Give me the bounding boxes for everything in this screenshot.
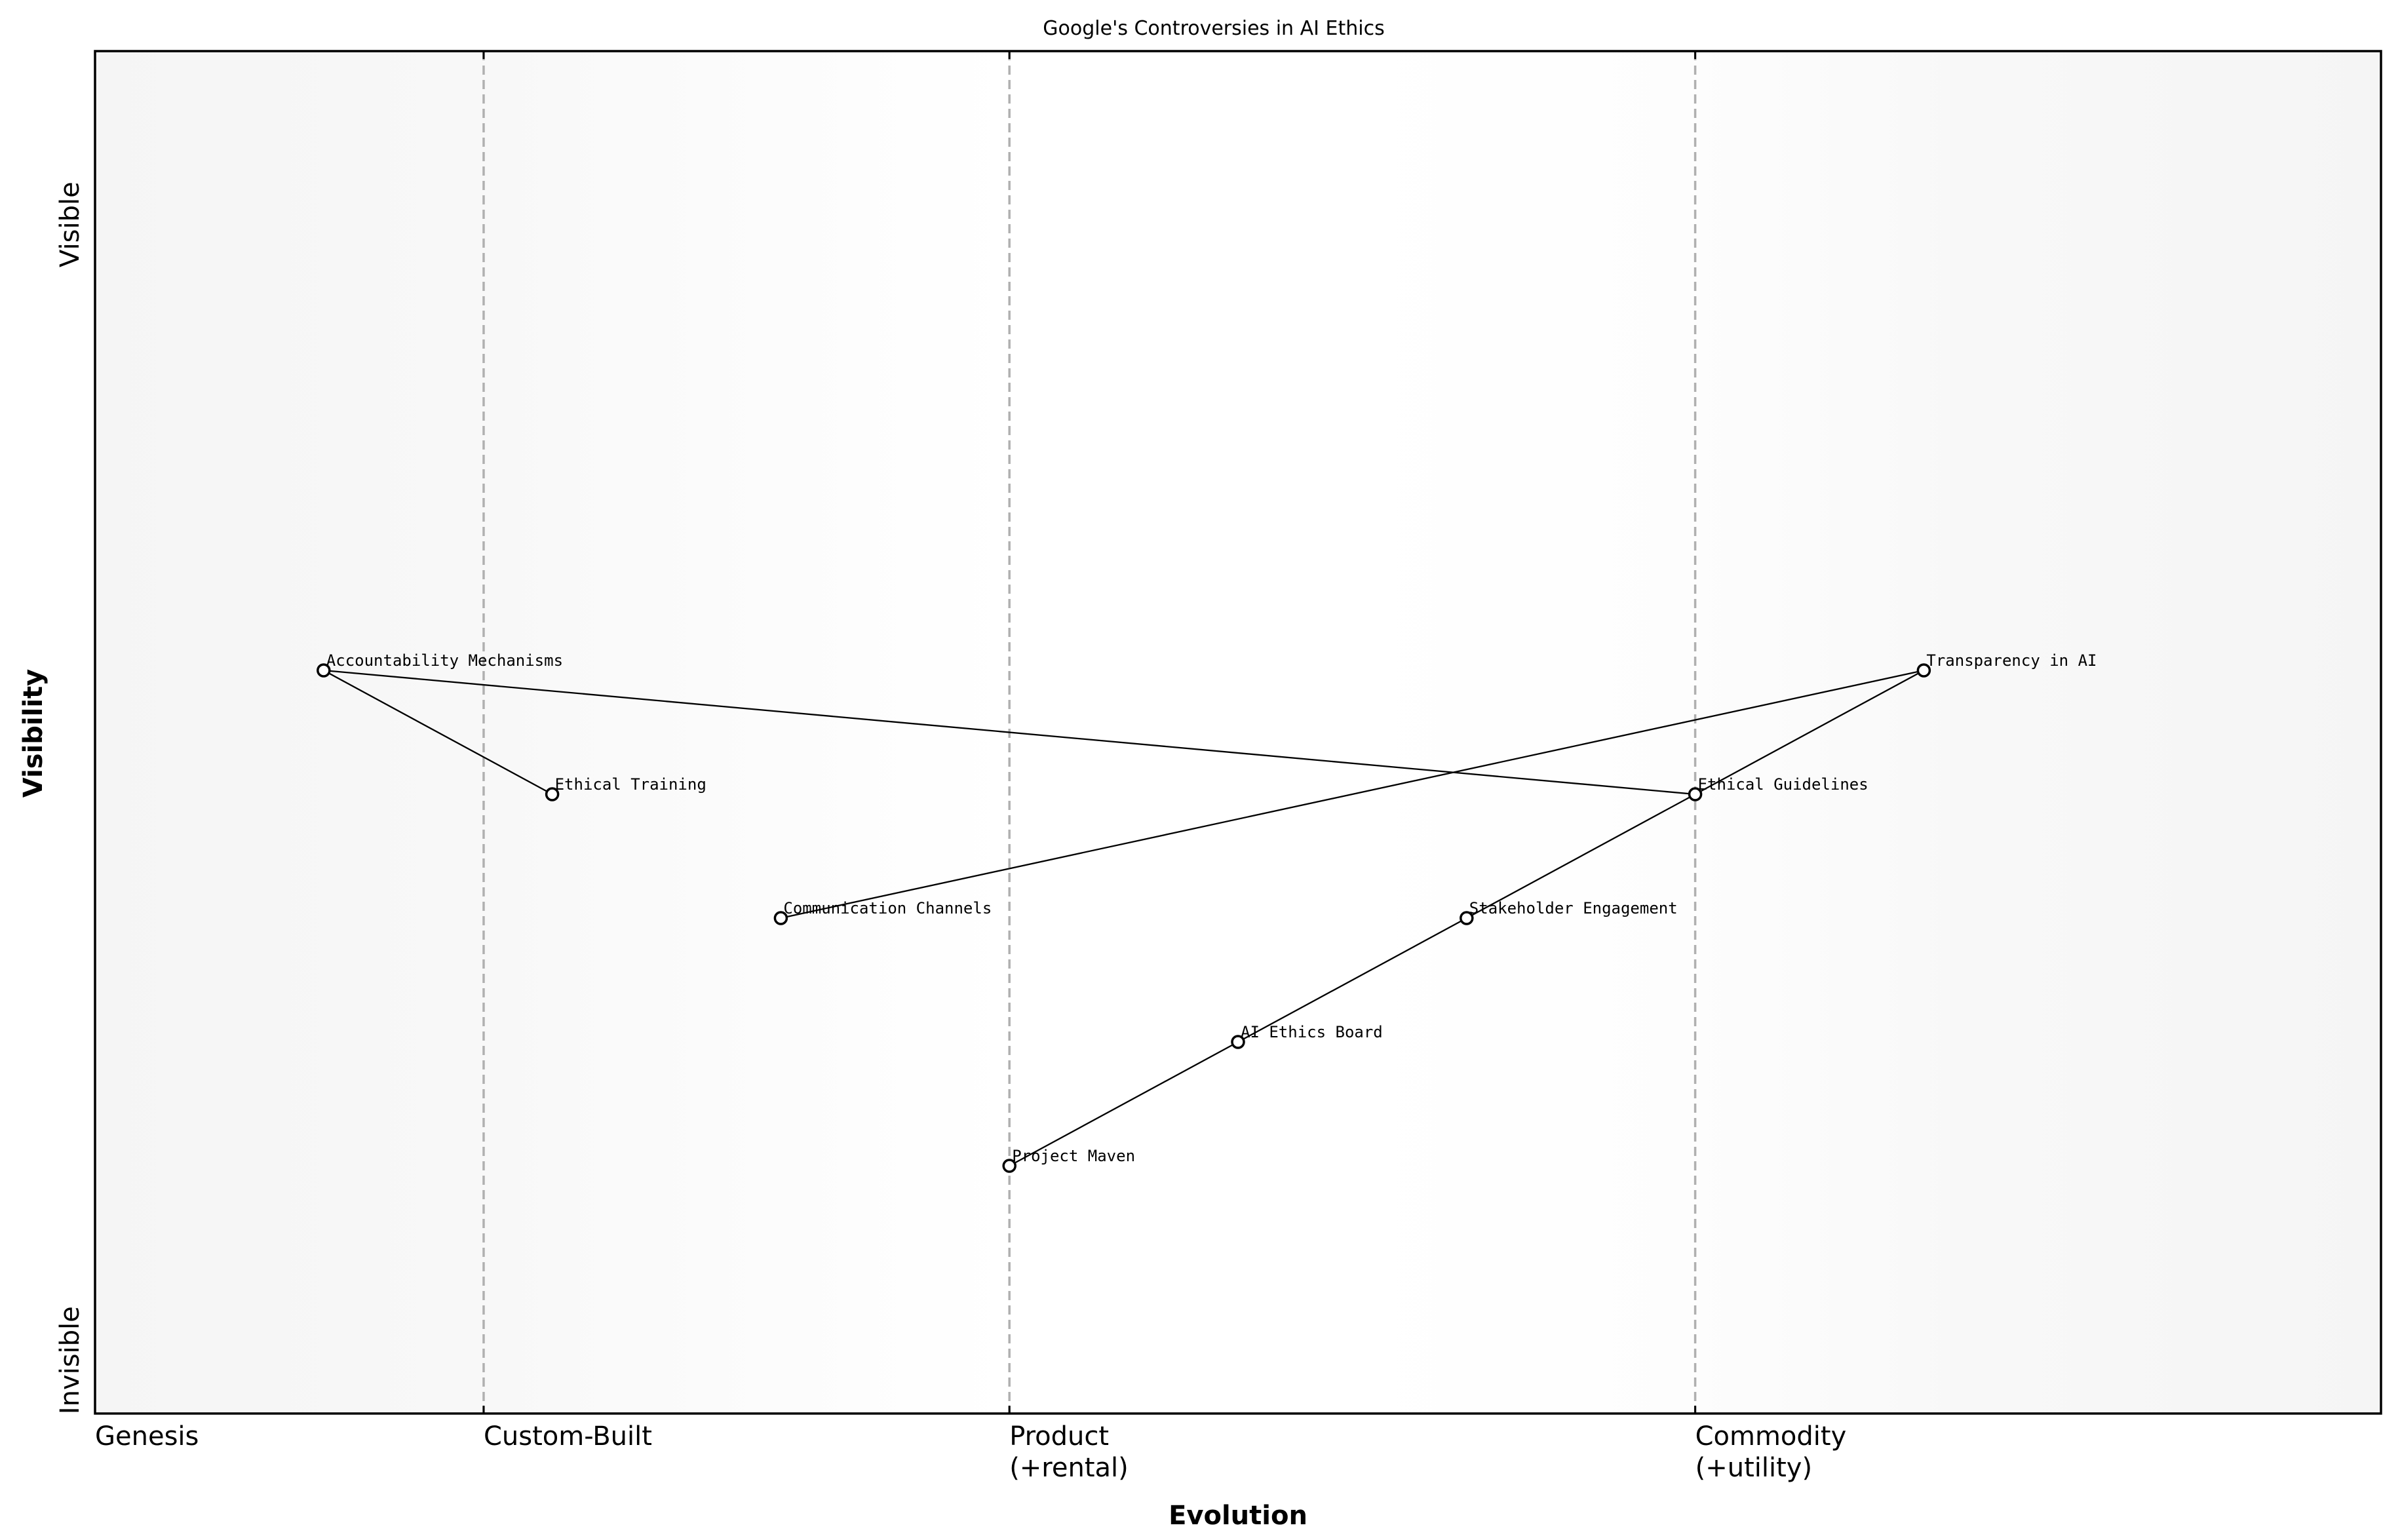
- y-tick-label: Invisible: [55, 1306, 85, 1414]
- chart-title: Google's Controversies in AI Ethics: [1043, 17, 1384, 40]
- node-label: Ethical Guidelines: [1698, 775, 1868, 794]
- map-node: Ethical Training: [545, 775, 706, 801]
- x-tick-label: Commodity (+utility): [1695, 1421, 1847, 1483]
- node-label: AI Ethics Board: [1241, 1023, 1383, 1041]
- x-axis-ticks: Genesis Custom-Built Product (+rental) Commo…: [95, 51, 1846, 1483]
- y-tick-label: Visible: [55, 182, 85, 267]
- map-node: Transparency in AI: [1916, 651, 2097, 678]
- node-marker-icon: [1002, 1159, 1016, 1173]
- plot-frame: [94, 50, 2382, 1415]
- node-label: Accountability Mechanisms: [326, 651, 563, 670]
- node-marker-icon: [1460, 911, 1474, 925]
- node-label: Transparency in AI: [1926, 651, 2097, 670]
- node-label: Ethical Training: [555, 775, 706, 794]
- map-node: Stakeholder Engagement: [1460, 899, 1678, 925]
- node-label: Project Maven: [1012, 1147, 1135, 1165]
- x-tick-label: Product (+rental): [1009, 1421, 1129, 1483]
- nodes: Accountability Mechanisms Ethical Trainin…: [317, 651, 2097, 1173]
- node-marker-icon: [1231, 1035, 1245, 1049]
- node-marker-icon: [1916, 663, 1931, 678]
- edge-line: [323, 669, 553, 796]
- map-node: Project Maven: [1002, 1147, 1135, 1173]
- x-tick-label: Custom-Built: [484, 1421, 652, 1452]
- edge-line: [323, 669, 1695, 796]
- node-marker-icon: [545, 787, 560, 801]
- edge-line: [1466, 793, 1696, 919]
- y-axis-label: Visibility: [18, 669, 48, 798]
- x-tick-label: Genesis: [95, 1421, 199, 1452]
- node-label: Stakeholder Engagement: [1469, 899, 1678, 917]
- edge-line: [1695, 669, 1924, 796]
- x-axis-label: Evolution: [1169, 1501, 1307, 1531]
- map-node: AI Ethics Board: [1231, 1023, 1383, 1049]
- map-node: Communication Channels: [773, 899, 992, 925]
- edge-line: [781, 669, 1924, 919]
- node-marker-icon: [773, 911, 788, 925]
- edge-line: [1009, 1041, 1239, 1167]
- node-label: Communication Channels: [783, 899, 992, 917]
- node-marker-icon: [1688, 787, 1703, 801]
- node-marker-icon: [317, 663, 331, 678]
- edges: [323, 669, 1924, 1167]
- y-axis-ticks: Visible Invisible: [55, 182, 85, 1414]
- plot-area: [95, 51, 2381, 1414]
- edge-line: [1237, 917, 1467, 1043]
- map-node: Ethical Guidelines: [1688, 775, 1868, 801]
- map-node: Accountability Mechanisms: [317, 651, 563, 678]
